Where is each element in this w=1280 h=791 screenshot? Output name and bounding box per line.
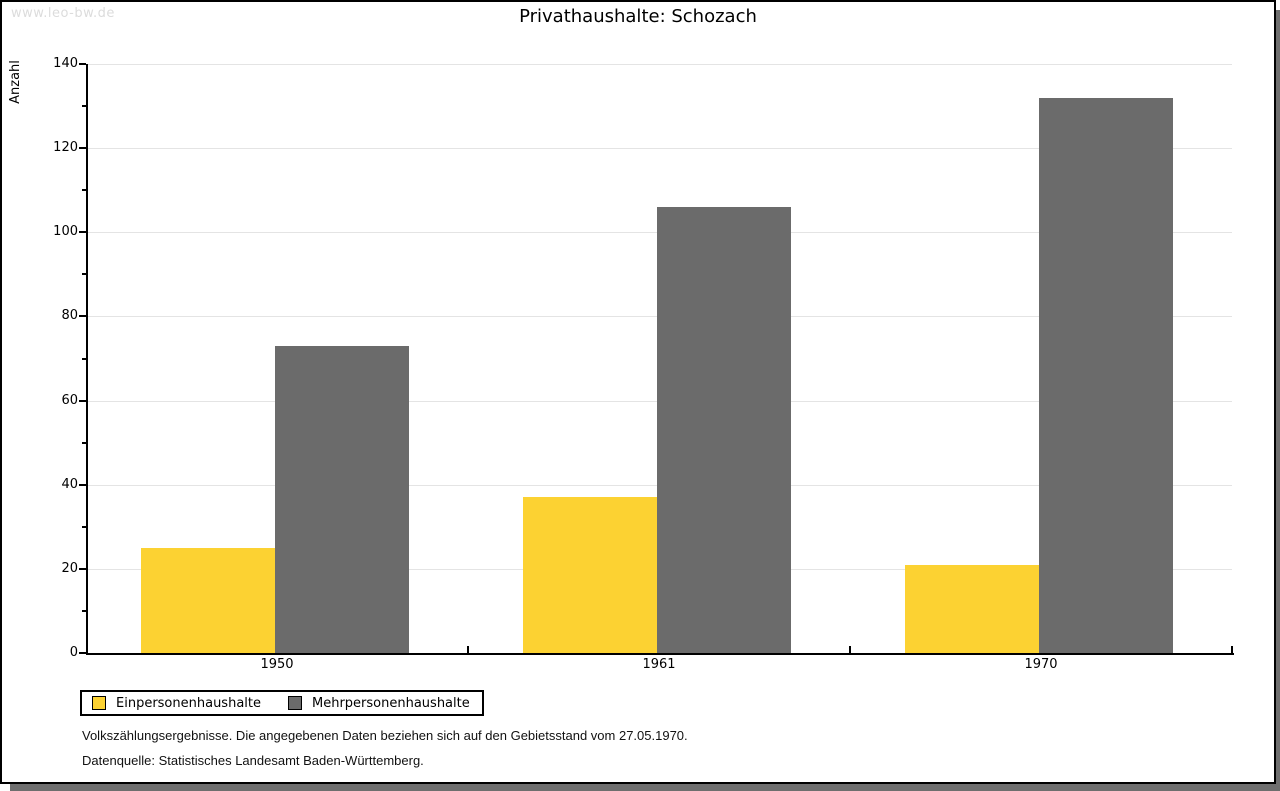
y-axis-tick-label: 20 bbox=[61, 560, 78, 576]
y-axis-tick bbox=[79, 652, 86, 654]
legend-swatch-icon bbox=[288, 696, 302, 710]
y-axis-tick bbox=[79, 567, 86, 570]
legend-label: Einpersonenhaushalte bbox=[116, 695, 261, 711]
chart-title: Privathaushalte: Schozach bbox=[519, 6, 757, 27]
x-axis-label-1961: 1961 bbox=[642, 657, 676, 672]
y-axis-tick-label: 0 bbox=[69, 645, 78, 660]
y-axis-tick-label: 140 bbox=[53, 56, 78, 71]
y-axis-tick-label: 120 bbox=[53, 140, 78, 156]
y-axis-tick bbox=[79, 63, 86, 65]
bar-mehrpersonenhaushalte-1950 bbox=[275, 345, 409, 653]
legend-item-mehrpersonenhaushalte: Mehrpersonenhaushalte bbox=[288, 696, 470, 711]
y-axis-tick bbox=[79, 315, 86, 318]
footnote-census-note: Volkszählungsergebnisse. Die angegebenen… bbox=[82, 728, 688, 743]
y-gridline bbox=[88, 148, 1232, 150]
y-axis-label: Anzahl bbox=[8, 60, 23, 104]
bar-einpersonenhaushalte-1950 bbox=[141, 547, 275, 653]
x-axis-label-1970: 1970 bbox=[1024, 657, 1058, 672]
bar-einpersonenhaushalte-1961 bbox=[523, 497, 657, 653]
legend-label: Mehrpersonenhaushalte bbox=[312, 695, 470, 711]
y-axis-tick bbox=[79, 399, 86, 402]
y-axis-tick bbox=[79, 483, 86, 486]
x-axis-tick bbox=[1231, 646, 1233, 653]
y-axis-minor-tick bbox=[82, 609, 86, 612]
legend: Einpersonenhaushalte Mehrpersonenhaushalt… bbox=[80, 690, 484, 716]
bar-mehrpersonenhaushalte-1961 bbox=[657, 207, 791, 653]
y-axis-minor-tick bbox=[82, 525, 86, 528]
y-axis-tick-label: 60 bbox=[61, 392, 78, 408]
y-gridline bbox=[88, 64, 1232, 65]
bar-mehrpersonenhaushalte-1970 bbox=[1039, 97, 1173, 653]
y-axis-line bbox=[86, 64, 88, 655]
y-axis-minor-tick bbox=[82, 357, 86, 360]
y-axis-tick-label: 40 bbox=[61, 476, 78, 492]
y-axis-tick bbox=[79, 231, 86, 234]
legend-swatch-icon bbox=[92, 696, 106, 710]
legend-item-einpersonenhaushalte: Einpersonenhaushalte bbox=[92, 696, 261, 711]
x-axis-tick bbox=[467, 646, 469, 653]
x-axis-label-1950: 1950 bbox=[260, 657, 294, 672]
bar-einpersonenhaushalte-1970 bbox=[905, 564, 1039, 653]
y-axis-minor-tick bbox=[82, 189, 86, 192]
y-axis-tick-label: 100 bbox=[53, 224, 78, 240]
y-axis-minor-tick bbox=[82, 105, 86, 108]
footnote-data-source: Datenquelle: Statistisches Landesamt Bad… bbox=[82, 753, 424, 768]
y-axis-minor-tick bbox=[82, 273, 86, 276]
y-axis-tick-label: 80 bbox=[61, 308, 78, 324]
x-axis-line bbox=[86, 653, 1234, 655]
y-axis-minor-tick bbox=[82, 441, 86, 444]
x-axis-tick bbox=[849, 646, 851, 653]
y-axis-tick bbox=[79, 147, 86, 150]
watermark-url: www.leo-bw.de bbox=[11, 6, 115, 21]
